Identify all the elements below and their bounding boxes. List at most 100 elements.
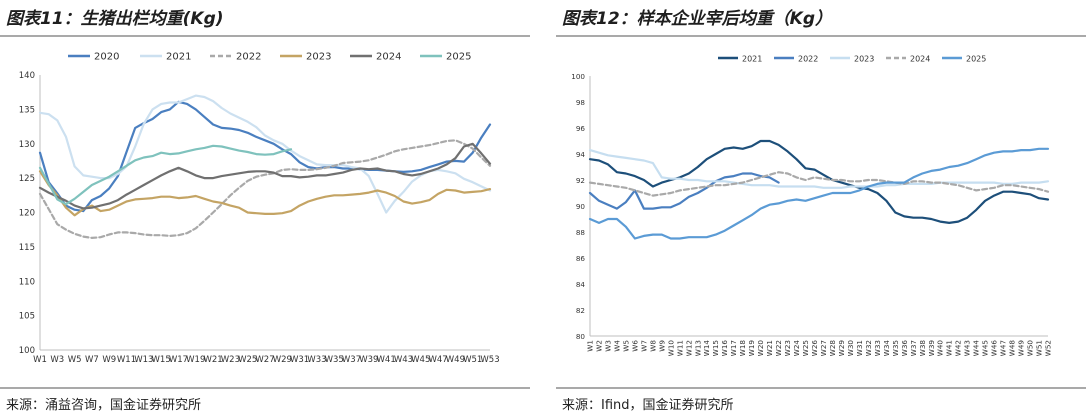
series-line-2024 [588,171,1050,197]
x-tick-label: W47 [999,340,1008,356]
y-tick-label: 84 [576,280,586,289]
y-tick-label: 120 [19,209,35,219]
y-tick-label: 100 [19,346,35,356]
x-tick-label: W31 [855,340,864,356]
x-tick-label: W11 [117,355,136,365]
x-tick-label: W17 [729,340,738,356]
x-tick-label: W6 [630,340,639,352]
x-tick-label: W36 [900,340,909,357]
x-tick-label: W29 [273,355,292,365]
x-tick-label: W10 [666,340,675,357]
x-tick-label: W5 [68,355,82,365]
x-tick-label: W14 [702,340,711,357]
x-tick-label: W50 [1026,340,1035,357]
x-tick-label: W51 [463,355,482,365]
x-tick-label: W15 [152,355,171,365]
x-tick-label: W19 [186,355,205,365]
x-tick-label: W52 [1044,340,1053,356]
x-tick-label: W48 [1008,340,1017,357]
y-tick-label: 86 [576,254,586,263]
x-tick-label: W2 [594,340,603,352]
x-tick-label: W33 [307,355,326,365]
x-tick-label: W31 [290,355,309,365]
y-tick-label: 82 [576,306,585,315]
y-tick-label: 96 [576,124,586,133]
x-tick-label: W33 [873,340,882,356]
title-rule-right [556,35,1086,37]
y-tick-label: 105 [19,312,35,322]
x-tick-label: W43 [963,340,972,356]
series-line-2022 [38,139,492,239]
y-tick-label: 130 [19,140,35,150]
x-tick-label: W21 [203,355,222,365]
legend-label: 2022 [236,52,261,63]
x-tick-label: W28 [828,340,837,357]
series-line-2021 [588,139,1050,224]
x-tick-label: W49 [1017,340,1026,357]
x-tick-label: W5 [621,340,630,352]
y-tick-label: 92 [576,176,585,185]
chart-panel-left: 图表11：生猪出栏均重(Kg) 100 105 110 115 120 125 130 135… [0,0,530,416]
y-tick-label: 110 [19,277,35,287]
x-tick-label: W18 [738,340,747,357]
y-tick-label: 80 [576,332,586,341]
x-tick-label: W25 [801,340,810,356]
legend-label: 2021 [166,52,191,63]
series-line-2020 [38,100,492,213]
x-tick-label: W34 [882,340,891,357]
x-tick-label: W8 [648,340,657,352]
x-tick-label: W7 [639,340,648,352]
x-tick-label: W16 [720,340,729,357]
x-tick-label: W23 [221,355,240,365]
x-tick-label: W12 [684,340,693,356]
y-tick-label: 98 [576,98,586,107]
y-tick-label: 88 [576,228,586,237]
x-tick-label: W1 [33,355,47,365]
x-tick-label: W25 [238,355,257,365]
y-tick-label: 115 [19,243,35,253]
series-line-2025 [588,147,1050,240]
legend-label: 2023 [306,52,331,63]
legend-label: 2024 [376,52,401,63]
x-tick-label: W24 [792,340,801,357]
x-tick-label: W3 [603,340,612,352]
y-tick-label: 125 [19,174,35,184]
x-tick-label: W29 [837,340,846,357]
x-tick-label: W7 [85,355,99,365]
series-line-2025 [38,144,293,206]
x-tick-label: W4 [612,340,621,352]
y-tick-label: 90 [576,202,586,211]
x-tick-label: W35 [891,340,900,356]
x-tick-label: W22 [774,340,783,356]
legend-label: 2021 [742,55,762,64]
source-rule-right [556,387,1086,389]
series-line-2024 [38,142,492,210]
chart-title-left: 图表11：生猪出栏均重(Kg) [6,9,224,29]
x-tick-label: W45 [411,355,430,365]
legend-label: 2022 [798,55,818,64]
x-tick-label: W21 [765,340,774,356]
source-rule-left [0,387,530,389]
x-tick-label: W53 [480,355,499,365]
x-tick-label: W51 [1035,340,1044,356]
x-tick-label: W23 [783,340,792,356]
x-tick-label: W27 [819,340,828,356]
series-line-2021 [38,94,492,214]
x-tick-label: W26 [810,340,819,357]
legend-label: 2025 [966,55,986,64]
x-tick-label: W11 [675,340,684,356]
series-line-2023 [588,149,1050,189]
series-line-2022 [588,172,780,210]
x-tick-label: W39 [927,340,936,357]
series-line-2023 [38,170,492,217]
x-tick-label: W35 [325,355,344,365]
x-tick-label: W45 [981,340,990,356]
x-tick-label: W42 [954,340,963,356]
x-tick-label: W19 [747,340,756,357]
x-tick-label: W37 [342,355,361,365]
x-tick-label: W41 [377,355,396,365]
chart-title-right: 图表12：样本企业宰后均重（Kg） [562,9,832,29]
x-tick-label: W9 [102,355,116,365]
y-tick-label: 135 [19,105,35,115]
